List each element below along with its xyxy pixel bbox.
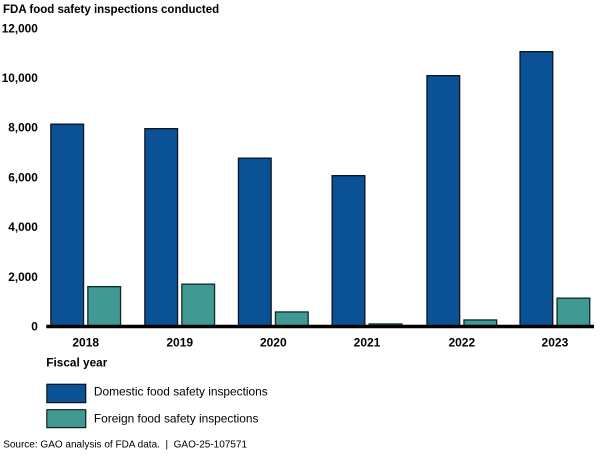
- svg-text:10,000: 10,000: [2, 71, 39, 85]
- svg-text:12,000: 12,000: [2, 21, 39, 35]
- svg-text:2019: 2019: [166, 335, 193, 349]
- svg-text:4,000: 4,000: [8, 220, 38, 234]
- svg-text:8,000: 8,000: [8, 121, 38, 135]
- svg-text:2018: 2018: [72, 335, 99, 349]
- svg-text:2,000: 2,000: [8, 270, 38, 284]
- svg-text:Fiscal year: Fiscal year: [46, 355, 107, 369]
- svg-text:2020: 2020: [260, 335, 287, 349]
- svg-text:6,000: 6,000: [8, 171, 38, 185]
- svg-text:2023: 2023: [542, 335, 569, 349]
- svg-text:2022: 2022: [448, 335, 475, 349]
- svg-text:0: 0: [31, 320, 38, 334]
- svg-text:Foreign food safety inspection: Foreign food safety inspections: [94, 411, 259, 425]
- svg-text:Source: GAO analysis of FDA da: Source: GAO analysis of FDA data. | GAO-…: [3, 440, 247, 451]
- svg-text:Domestic food safety inspectio: Domestic food safety inspections: [94, 385, 268, 399]
- svg-text:2021: 2021: [354, 335, 381, 349]
- svg-text:FDA food safety inspections co: FDA food safety inspections conducted: [3, 4, 219, 16]
